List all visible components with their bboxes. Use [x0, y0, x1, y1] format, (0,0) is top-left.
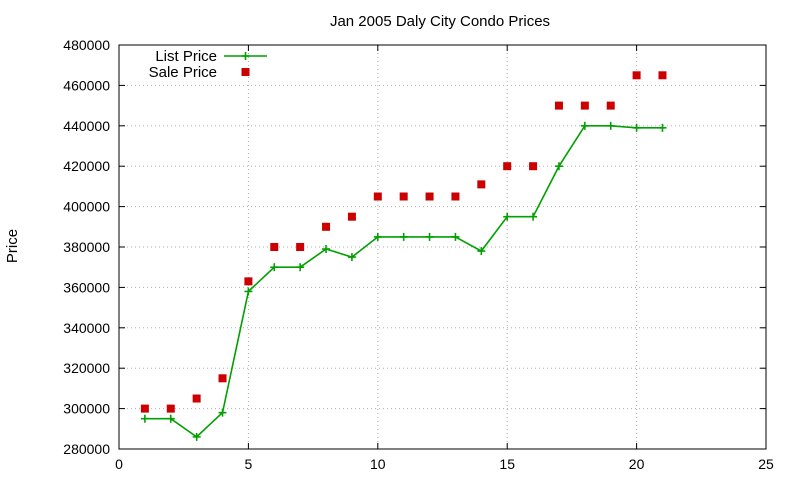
sale-price-point [347, 212, 356, 221]
list-price-point [244, 287, 253, 296]
list-price-point [140, 414, 149, 423]
sale-price-point [658, 71, 667, 80]
sale-price-point [451, 192, 460, 201]
list-price-point [322, 245, 331, 254]
list-price-point [166, 414, 175, 423]
sale-price-point [477, 180, 486, 189]
plot-series [140, 71, 667, 441]
sale-price-point [554, 101, 563, 110]
list-price-point [477, 247, 486, 256]
list-price-point [632, 123, 641, 132]
y-tick-label: 480000 [63, 37, 110, 53]
list-price-point [658, 123, 667, 132]
y-tick-label: 340000 [63, 320, 110, 336]
y-tick-label: 420000 [63, 158, 110, 174]
sale-price-point [529, 162, 538, 171]
sale-price-point [192, 394, 201, 403]
x-tick-label: 20 [629, 456, 645, 472]
sale-price-point [296, 243, 305, 251]
sale-price-point [322, 222, 331, 231]
sale-price-point [606, 101, 615, 110]
list-price-point [270, 263, 279, 272]
list-price-point [373, 232, 382, 241]
x-tick-label: 10 [370, 456, 386, 472]
list-price-point [399, 232, 408, 241]
y-tick-label: 380000 [63, 239, 110, 255]
chart-title: Jan 2005 Daly City Condo Prices [330, 13, 550, 30]
legend-label-sale-price: Sale Price [149, 64, 217, 81]
sale-price-point [373, 192, 382, 201]
list-price-point [425, 232, 434, 241]
x-tick-label: 15 [499, 456, 515, 472]
list-price-point [606, 121, 615, 130]
sale-price-point [399, 192, 408, 201]
legend-marker-list-price [241, 52, 250, 60]
sale-price-point [425, 192, 434, 201]
sale-price-point [244, 277, 253, 286]
list-price-point [218, 408, 227, 417]
sale-price-point [166, 404, 175, 413]
y-tick-label: 280000 [63, 441, 110, 457]
list-price-point [347, 253, 356, 262]
sale-price-point [270, 243, 279, 251]
y-tick-label: 400000 [63, 199, 110, 215]
x-tick-label: 5 [245, 456, 253, 472]
grid [119, 45, 766, 449]
plot-frame [118, 44, 767, 450]
ticks: 0 5 10 15 20 25 280000 300000 320000 340000 360000… [63, 37, 774, 472]
x-tick-label: 0 [115, 456, 123, 472]
list-price-point [529, 212, 538, 221]
sale-price-point [218, 374, 227, 383]
x-tick-label: 25 [758, 456, 774, 472]
legend-marker-sale-price [241, 68, 250, 76]
sale-price-point [632, 71, 641, 80]
list-price-point [451, 232, 460, 241]
y-axis-label: Price [4, 229, 21, 263]
list-price-point [192, 432, 201, 441]
sale-price-point [503, 162, 512, 171]
sale-price-point [580, 101, 589, 110]
y-tick-label: 460000 [63, 77, 110, 93]
list-price-line [144, 125, 663, 438]
y-tick-label: 360000 [63, 279, 110, 295]
sale-price-point [140, 404, 149, 413]
y-tick-label: 300000 [63, 401, 110, 417]
y-tick-label: 320000 [63, 360, 110, 376]
series-list-price [140, 121, 667, 441]
list-price-point [503, 212, 512, 221]
list-price-point [296, 263, 305, 272]
legend-label-list-price: List Price [155, 48, 217, 65]
list-price-point [580, 121, 589, 130]
series-sale-price [140, 71, 667, 413]
y-tick-label: 440000 [63, 118, 110, 134]
list-price-point [554, 162, 563, 171]
